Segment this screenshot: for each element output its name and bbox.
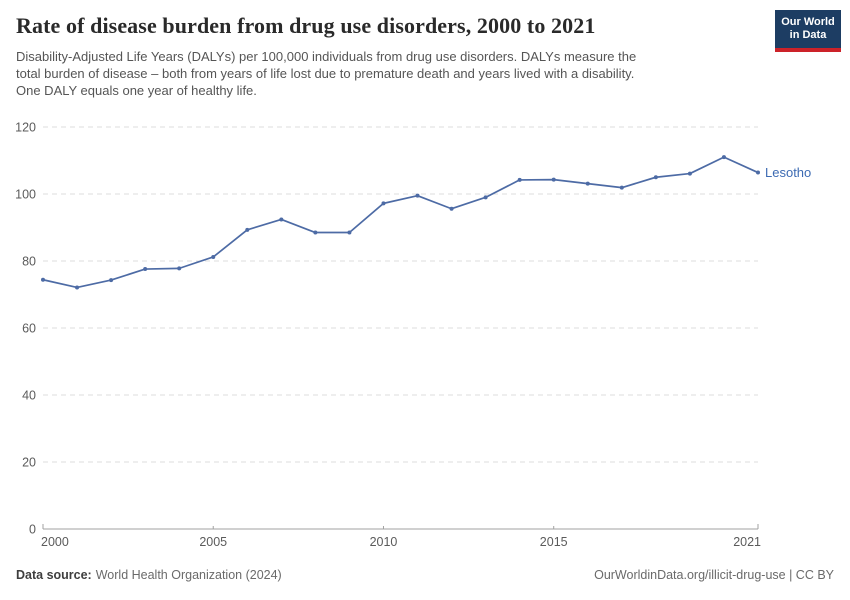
x-axis-tick-label: 2000 (41, 535, 69, 549)
owid-logo-line1: Our World (781, 16, 835, 28)
x-axis-tick-label: 2021 (733, 535, 761, 549)
data-point[interactable] (415, 193, 420, 198)
data-point[interactable] (517, 177, 522, 182)
data-point[interactable] (756, 170, 760, 175)
data-point[interactable] (41, 277, 45, 282)
subtitle-line: One DALY equals one year of healthy life… (16, 83, 257, 98)
data-point[interactable] (313, 230, 318, 235)
data-point[interactable] (245, 227, 250, 232)
series-label[interactable]: Lesotho (765, 165, 811, 180)
data-point[interactable] (109, 278, 114, 283)
chart-header: Rate of disease burden from drug use dis… (16, 13, 756, 99)
data-source-label: Data source: (16, 568, 92, 582)
data-point[interactable] (687, 171, 692, 176)
data-point[interactable] (585, 181, 590, 186)
x-axis-tick-label: 2005 (199, 535, 227, 549)
data-point[interactable] (347, 230, 352, 235)
data-point[interactable] (143, 267, 148, 272)
data-source-value[interactable]: World Health Organization (2024) (95, 568, 282, 582)
line-chart-canvas[interactable]: 0 20 40 60 80 100 120 2000 2005 2010 2015 2021 Lesot… (0, 112, 850, 562)
data-point[interactable] (551, 177, 556, 182)
owid-logo-line2: in Data (789, 29, 827, 41)
data-point[interactable] (211, 254, 216, 259)
chart-footer: Data source: World Health Organization (2… (16, 568, 834, 582)
credit-link[interactable]: OurWorldinData.org/illicit-drug-use | CC… (594, 568, 834, 582)
series-line[interactable] (42, 156, 759, 289)
data-source: Data source: World Health Organization (2… (16, 568, 282, 582)
data-point[interactable] (177, 266, 182, 271)
data-point[interactable] (75, 285, 80, 290)
y-axis-tick-label: 40 (22, 389, 36, 403)
y-axis-tick-label: 60 (22, 322, 36, 336)
y-axis-tick-label: 20 (22, 456, 36, 470)
data-point[interactable] (619, 185, 624, 190)
y-axis-tick-label: 80 (22, 255, 36, 269)
y-axis-tick-label: 0 (29, 523, 36, 537)
page-title: Rate of disease burden from drug use dis… (16, 13, 596, 38)
data-point[interactable] (653, 175, 658, 180)
y-axis-tick-label: 100 (15, 188, 36, 202)
subtitle-line: Disability-Adjusted Life Years (DALYs) p… (16, 49, 637, 64)
owid-logo[interactable]: Our World in Data (775, 10, 841, 52)
chart-subtitle: Disability-Adjusted Life Years (DALYs) p… (16, 48, 756, 99)
data-point[interactable] (279, 217, 284, 222)
data-point[interactable] (381, 201, 386, 206)
x-axis-tick-label: 2010 (370, 535, 398, 549)
data-point[interactable] (449, 206, 454, 211)
data-point[interactable] (721, 155, 726, 160)
data-point[interactable] (483, 195, 488, 200)
y-axis-tick-label: 120 (15, 121, 36, 135)
x-axis-tick-label: 2015 (540, 535, 568, 549)
subtitle-line: total burden of disease – both from year… (16, 66, 635, 81)
